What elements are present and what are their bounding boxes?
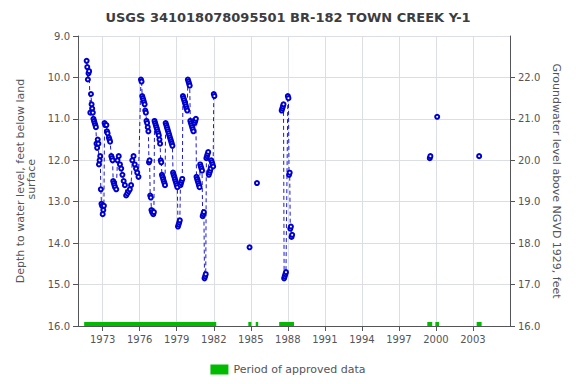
svg-text:2000: 2000 [423,334,448,345]
svg-text:surface: surface [25,159,38,203]
svg-text:19.0: 19.0 [518,196,540,207]
svg-text:14.0: 14.0 [48,238,70,249]
svg-text:1997: 1997 [386,334,411,345]
svg-text:1979: 1979 [164,334,189,345]
svg-text:9.0: 9.0 [54,31,70,42]
svg-text:20.0: 20.0 [518,155,540,166]
svg-text:12.0: 12.0 [48,155,70,166]
svg-text:21.0: 21.0 [518,113,540,124]
svg-text:1988: 1988 [275,334,300,345]
svg-text:1991: 1991 [312,334,337,345]
svg-text:1976: 1976 [127,334,152,345]
svg-text:1982: 1982 [201,334,226,345]
svg-text:17.0: 17.0 [518,279,540,290]
svg-text:22.0: 22.0 [518,72,540,83]
svg-text:1973: 1973 [90,334,115,345]
svg-text:11.0: 11.0 [48,113,70,124]
svg-text:16.0: 16.0 [518,321,540,332]
svg-text:13.0: 13.0 [48,196,70,207]
svg-text:10.0: 10.0 [48,72,70,83]
svg-text:Depth to water level, feet bel: Depth to water level, feet below land [13,78,27,284]
svg-text:1994: 1994 [349,334,374,345]
svg-text:1985: 1985 [238,334,263,345]
svg-text:16.0: 16.0 [48,321,70,332]
svg-text:Period of approved data: Period of approved data [233,363,365,376]
svg-text:15.0: 15.0 [48,279,70,290]
svg-text:Groundwater level above NGVD 1: Groundwater level above NGVD 1929, feet [550,63,563,299]
svg-text:2003: 2003 [460,334,485,345]
svg-text:USGS 341018078095501 BR-182 TO: USGS 341018078095501 BR-182 TOWN CREEK Y… [105,10,470,25]
svg-text:18.0: 18.0 [518,238,540,249]
